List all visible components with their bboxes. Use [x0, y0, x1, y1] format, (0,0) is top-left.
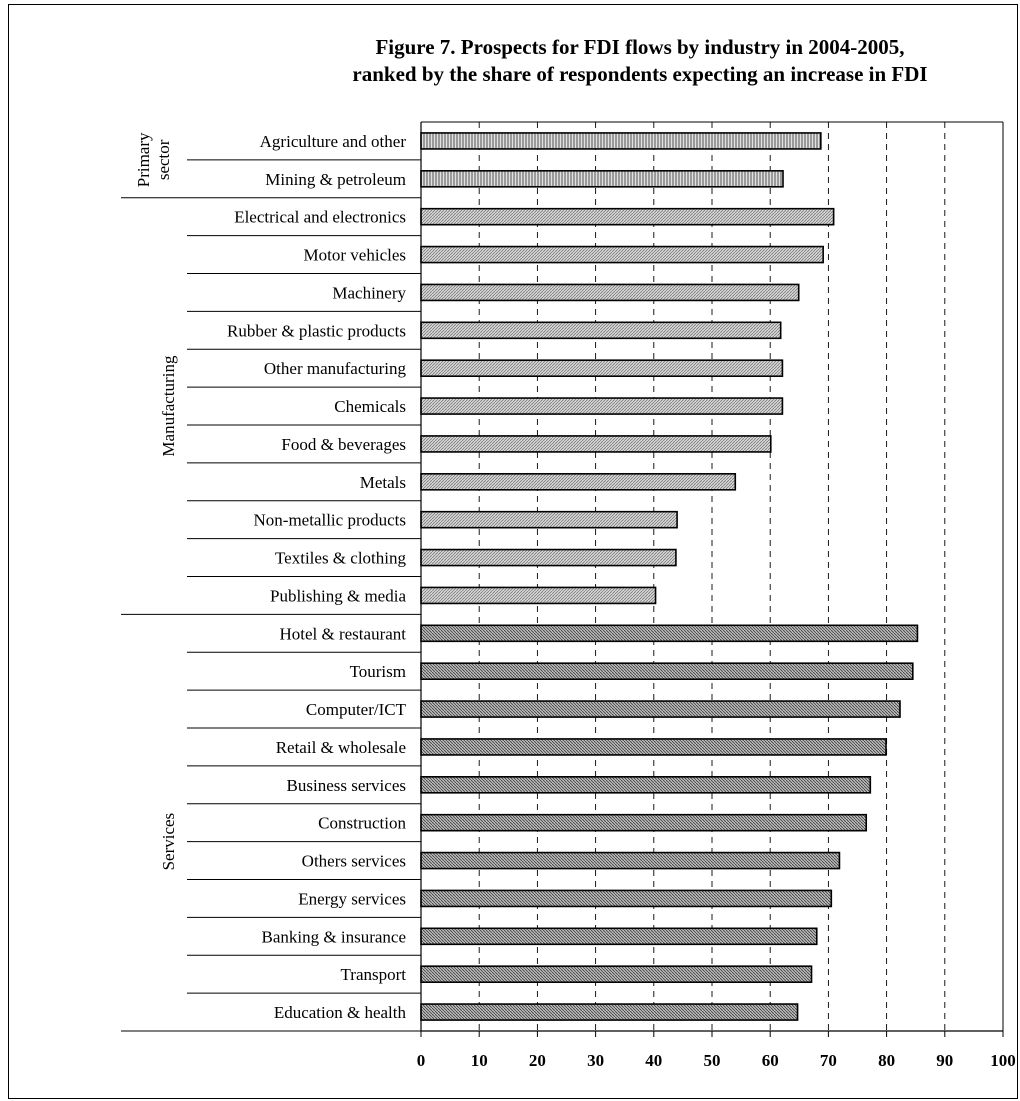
category-label: Tourism [350, 662, 406, 681]
bar-construction [420, 813, 868, 832]
x-tick-label: 30 [587, 1051, 604, 1070]
bar-textiles-clothing [420, 548, 677, 567]
category-label: Mining & petroleum [265, 170, 406, 189]
category-label: Rubber & plastic products [227, 321, 406, 340]
category-label: Computer/ICT [306, 700, 407, 719]
bar-banking-insurance [420, 927, 818, 946]
x-axis: 0 10 20 30 40 50 60 70 80 90 100 [417, 121, 1016, 1070]
x-tick-label: 80 [878, 1051, 895, 1070]
category-label: Business services [287, 776, 406, 795]
bar-business-services [420, 776, 872, 794]
bar-publishing-media [420, 586, 657, 605]
category-label: Motor vehicles [304, 246, 406, 265]
category-label: Others services [302, 852, 406, 871]
category-label: Retail & wholesale [276, 738, 406, 757]
category-label: Transport [341, 965, 407, 984]
category-label: Metals [360, 473, 406, 492]
category-rows: Agriculture and other Mining & petroleum E… [121, 132, 421, 1032]
bar-computer-ict [420, 700, 901, 718]
category-label: Education & health [274, 1003, 407, 1022]
group-label-line: sector [154, 139, 173, 180]
category-label: Banking & insurance [262, 927, 406, 946]
gridlines [478, 122, 1004, 1031]
x-tick-label: 0 [417, 1051, 426, 1070]
category-label: Electrical and electronics [234, 208, 406, 227]
bar-mining-petroleum [420, 170, 784, 188]
bar-tourism [420, 662, 914, 680]
chart-title: Figure 7. Prospects for FDI flows by ind… [300, 34, 980, 88]
bar-non-metallic-products [420, 510, 678, 529]
bar-agriculture-and-other [420, 132, 822, 150]
category-label: Other manufacturing [264, 359, 407, 378]
bar-retail-wholesale [420, 738, 887, 756]
figure-frame [8, 4, 1018, 1099]
bar-chemicals [420, 397, 784, 415]
category-label: Food & beverages [281, 435, 406, 454]
category-label: Publishing & media [270, 586, 406, 605]
group-label-primary-sector: Primarysector [134, 132, 173, 187]
group-label-line: Manufacturing [159, 355, 178, 457]
bar-metals [420, 473, 737, 491]
chart-title-line2: ranked by the share of respondents expec… [352, 62, 928, 86]
x-tick-label: 60 [762, 1051, 779, 1070]
category-label: Hotel & restaurant [279, 624, 406, 643]
bar-education-health [420, 1003, 799, 1021]
bar-hotel-restaurant [420, 624, 919, 643]
chart-title-line1: Figure 7. Prospects for FDI flows by ind… [375, 35, 905, 59]
x-tick-label: 40 [645, 1051, 662, 1070]
category-label: Agriculture and other [260, 132, 407, 151]
x-tick-label: 90 [936, 1051, 953, 1070]
group-labels: Primarysector Manufacturing Services [134, 132, 178, 870]
category-label: Non-metallic products [254, 511, 407, 530]
bar-other-manufacturing [420, 359, 784, 377]
bar-others-services [420, 851, 841, 870]
bar-machinery [420, 283, 800, 302]
category-label: Machinery [332, 283, 406, 302]
bar-motor-vehicles [420, 245, 824, 264]
category-label: Textiles & clothing [275, 549, 407, 568]
x-tick-label: 70 [820, 1051, 837, 1070]
x-tick-label: 50 [704, 1051, 721, 1070]
bars [420, 132, 919, 1021]
group-label-services: Services [159, 813, 178, 871]
group-label-manufacturing: Manufacturing [159, 355, 178, 457]
bar-energy-services [420, 889, 833, 908]
bar-transport [420, 965, 813, 983]
category-label: Construction [318, 814, 406, 833]
category-label: Chemicals [334, 397, 406, 416]
x-tick-label: 10 [471, 1051, 488, 1070]
x-tick-label: 20 [529, 1051, 546, 1070]
bar-rubber-plastic-products [420, 321, 782, 340]
x-tick-label: 100 [990, 1051, 1016, 1070]
group-label-line: Services [159, 813, 178, 871]
category-label: Energy services [298, 889, 406, 908]
bar-food-beverages [420, 435, 772, 453]
group-label-line: Primary [134, 132, 153, 187]
bar-electrical-and-electronics [420, 207, 835, 226]
